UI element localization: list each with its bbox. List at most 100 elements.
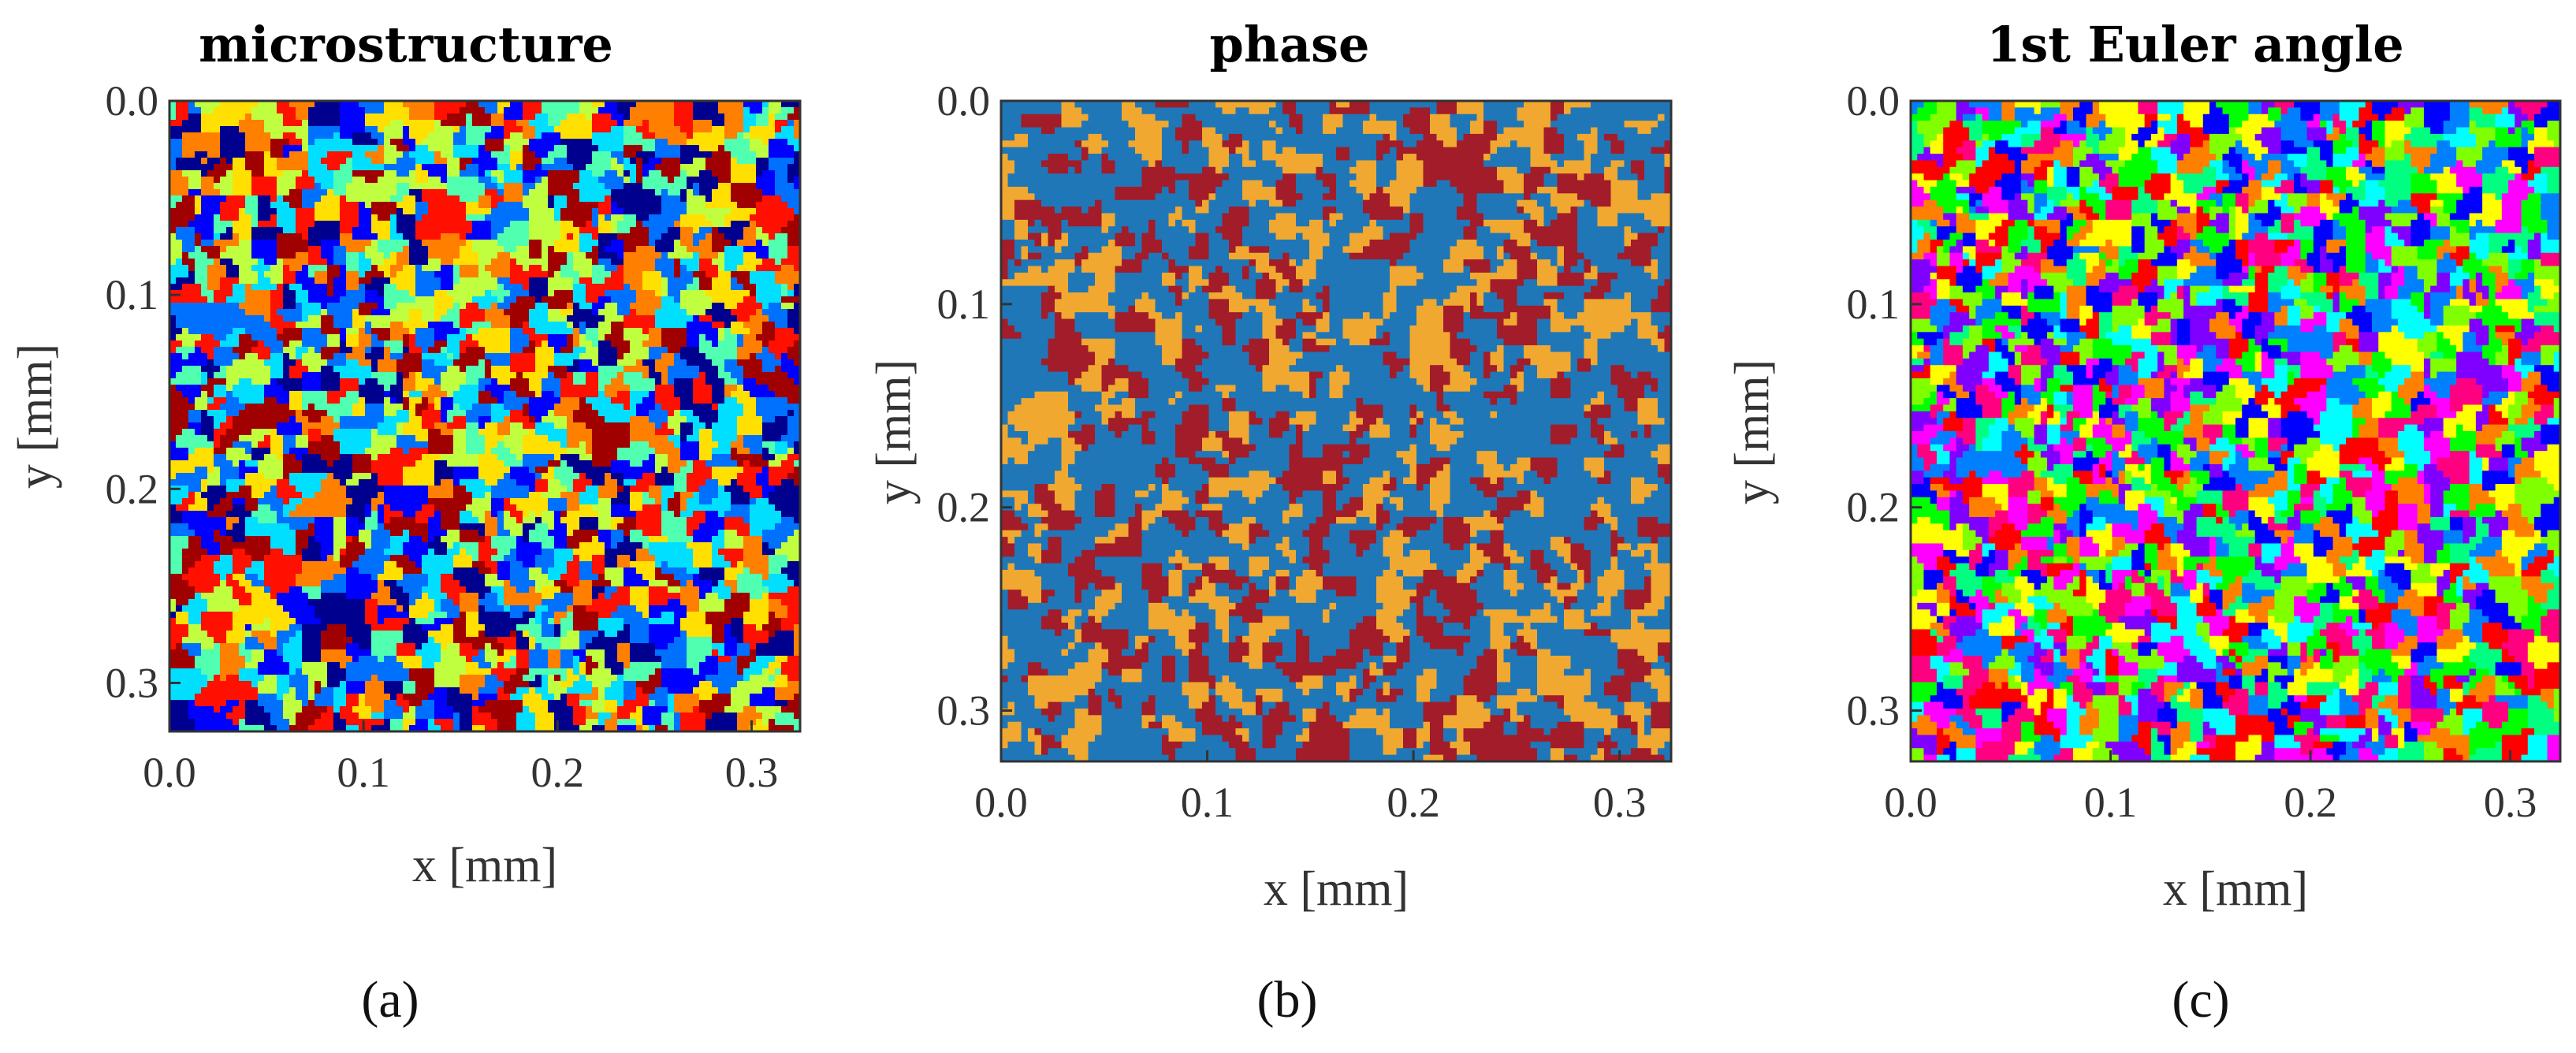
heatmap-cell [1001, 285, 1049, 293]
heatmap-cell [441, 479, 454, 486]
heatmap-cell [1530, 246, 1558, 254]
heatmap-cell [787, 441, 795, 448]
heatmap-cell [542, 675, 549, 682]
heatmap-cell [1470, 352, 1484, 359]
heatmap-cell [630, 435, 668, 442]
heatmap-cell [661, 340, 687, 348]
heatmap-cell [283, 340, 290, 348]
heatmap-cell [1135, 299, 1156, 307]
heatmap-cell [195, 404, 208, 411]
heatmap-cell [1524, 193, 1532, 201]
heatmap-cell [674, 271, 681, 278]
heatmap-cell [560, 681, 574, 688]
heatmap-cell [1182, 312, 1210, 320]
heatmap-cell [1497, 332, 1538, 340]
heatmap-cell [548, 700, 568, 707]
heatmap-cell [535, 479, 549, 486]
heatmap-cell [1215, 101, 1277, 108]
heatmap-cell [1543, 173, 1558, 181]
heatmap-cell [1189, 279, 1210, 287]
heatmap-cell [1423, 133, 1438, 141]
heatmap-cell [245, 448, 252, 455]
heatmap-cell [289, 397, 303, 404]
heatmap-cell [579, 637, 593, 644]
heatmap-cell [214, 214, 221, 221]
heatmap-cell [579, 542, 605, 549]
heatmap-cell [321, 195, 341, 203]
heatmap-cell [188, 542, 202, 549]
heatmap-cell [598, 347, 618, 354]
heatmap-cell [687, 656, 706, 663]
heatmap-cell [195, 240, 202, 247]
heatmap-cell [1470, 121, 1484, 128]
heatmap-cell [756, 233, 769, 240]
heatmap-cell [1001, 345, 1049, 353]
heatmap-cell [1296, 173, 1317, 181]
heatmap-cell [624, 145, 643, 152]
heatmap-cell [1463, 325, 1498, 333]
heatmap-cell [182, 170, 202, 177]
heatmap-cell [1189, 246, 1210, 254]
heatmap-cell [775, 675, 788, 682]
heatmap-cell [611, 164, 624, 171]
heatmap-cell [1617, 252, 1652, 260]
heatmap-cell [1101, 365, 1130, 373]
heatmap-cell [523, 675, 536, 682]
heatmap-cell [1108, 358, 1116, 366]
heatmap-cell [365, 599, 378, 606]
heatmap-cell [460, 542, 479, 549]
heatmap-cell [1517, 272, 1538, 280]
heatmap-cell [1296, 266, 1317, 273]
heatmap-cell [453, 151, 479, 158]
heatmap-cell [264, 158, 277, 165]
heatmap-cell [661, 681, 700, 688]
heatmap-cell [642, 284, 662, 291]
heatmap-cell [1001, 292, 1042, 300]
heatmap-cell [264, 492, 277, 499]
heatmap-cell [737, 725, 750, 732]
heatmap-cell [1316, 318, 1331, 326]
heatmap-cell [239, 700, 246, 707]
heatmap-cell [1624, 233, 1639, 240]
heatmap-cell [504, 120, 517, 127]
heatmap-cell [226, 385, 233, 392]
heatmap-cell [712, 454, 731, 461]
heatmap-cell [340, 385, 359, 392]
heatmap-cell [573, 612, 599, 619]
heatmap-cell [359, 277, 372, 285]
heatmap-cell [220, 366, 227, 373]
heatmap-cell [712, 448, 731, 455]
heatmap-cell [1450, 113, 1478, 121]
heatmap-cell [441, 599, 454, 606]
heatmap-cell [277, 284, 284, 291]
heatmap-cell [756, 719, 763, 726]
heatmap-cell [680, 624, 713, 631]
heatmap-cell [182, 429, 195, 436]
heatmap-cell [415, 202, 429, 209]
heatmap-cell [302, 668, 328, 675]
heatmap-cell [453, 139, 467, 146]
heatmap-cell [1175, 292, 1183, 300]
heatmap-cell [226, 492, 252, 499]
heatmap-cell [359, 208, 372, 215]
heatmap-cell [302, 202, 315, 209]
heatmap-cell [1658, 226, 1666, 234]
heatmap-cell [384, 517, 391, 524]
heatmap-cell [611, 296, 637, 303]
heatmap-cell [687, 580, 694, 587]
heatmap-cell [1584, 272, 1599, 280]
heatmap-cell [176, 435, 208, 442]
heatmap-cell [1463, 312, 1471, 320]
heatmap-cell [1202, 140, 1223, 148]
heatmap-cell [586, 662, 599, 669]
heatmap-cell [737, 334, 744, 341]
heatmap-cell [579, 177, 599, 184]
heatmap-cell [277, 195, 284, 203]
heatmap-cell [743, 555, 769, 562]
heatmap-cell [516, 555, 536, 562]
heatmap-cell [201, 542, 221, 549]
heatmap-cell [636, 221, 643, 228]
heatmap-cell [1591, 154, 1666, 162]
heatmap-cell [762, 422, 788, 430]
heatmap-cell [296, 353, 303, 360]
